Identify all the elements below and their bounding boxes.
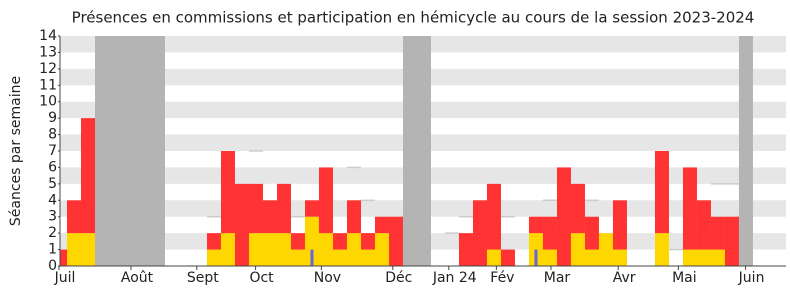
chart-title: Présences en commissions et participatio… xyxy=(72,9,755,27)
bar-segment xyxy=(486,249,501,266)
recess-week xyxy=(94,36,109,266)
y-tick-label: 2 xyxy=(48,225,57,241)
bar-segment xyxy=(696,200,711,250)
bar-segment xyxy=(318,167,333,234)
bar-segment xyxy=(486,183,501,250)
y-tick-label: 10 xyxy=(39,94,57,110)
y-axis-label: Séances par semaine xyxy=(8,76,24,226)
bar-segment xyxy=(682,249,697,266)
bar-segment xyxy=(584,216,599,250)
bar-segment xyxy=(710,216,725,250)
bar-segment xyxy=(388,216,403,266)
marker-bar xyxy=(310,249,314,266)
bar-segment xyxy=(80,118,95,234)
x-tick-label: Juin xyxy=(738,270,765,286)
y-tick-label: 1 xyxy=(48,242,57,258)
bar-segment xyxy=(696,249,711,266)
bar-segment xyxy=(234,183,249,266)
x-tick-label: Août xyxy=(121,270,154,286)
bar-segment xyxy=(332,249,347,266)
bar-segment xyxy=(60,249,67,266)
recess-week xyxy=(738,36,753,266)
bar-segment xyxy=(724,216,739,266)
bar-segment xyxy=(584,249,599,266)
bar-segment xyxy=(220,233,235,266)
bar-segment xyxy=(612,249,627,266)
y-tick-label: 3 xyxy=(48,209,57,225)
bar-segment xyxy=(206,249,221,266)
bar-segment xyxy=(472,200,487,266)
recess-week xyxy=(108,36,123,266)
y-tick-label: 9 xyxy=(48,110,57,126)
bar-segment xyxy=(248,233,263,266)
x-tick-label: Jan 24 xyxy=(432,270,477,286)
bar-segment xyxy=(276,183,291,234)
x-tick-label: Sept xyxy=(187,270,219,286)
bar-segment xyxy=(710,249,725,266)
bar-segment xyxy=(220,151,235,234)
bar-segment xyxy=(570,233,585,266)
bar-segment xyxy=(682,167,697,250)
bar-segment xyxy=(318,233,333,266)
bar-segment xyxy=(500,249,515,266)
x-tick-label: Fév xyxy=(490,270,514,286)
y-tick-label: 8 xyxy=(48,127,57,143)
recess-week xyxy=(150,36,165,266)
bar-segment xyxy=(248,183,263,234)
bar-segment xyxy=(528,216,543,234)
bar-segment xyxy=(290,249,305,266)
y-tick-label: 12 xyxy=(39,61,57,77)
x-tick-label: Juil xyxy=(54,270,76,286)
x-tick-label: Mar xyxy=(544,270,571,286)
x-tick-label: Nov xyxy=(314,270,341,286)
bar-segment xyxy=(556,167,571,266)
y-tick-label: 13 xyxy=(39,44,57,60)
bar-segment xyxy=(570,183,585,234)
bar-segment xyxy=(654,233,669,266)
recess-week xyxy=(136,36,151,266)
bar-segment xyxy=(66,233,81,266)
recess-week xyxy=(122,36,137,266)
bar-segment xyxy=(206,233,221,250)
bar-segment xyxy=(654,151,669,234)
y-tick-label: 5 xyxy=(48,176,57,192)
recess-week xyxy=(416,36,431,266)
bar-segment xyxy=(542,216,557,250)
bar-segment xyxy=(360,233,375,250)
x-tick-label: Avr xyxy=(613,270,636,286)
recess-week xyxy=(402,36,417,266)
y-tick-label: 7 xyxy=(48,143,57,159)
bar-segment xyxy=(276,233,291,266)
bar-segment xyxy=(458,233,473,266)
bar-segment xyxy=(346,233,361,266)
bar-segment xyxy=(360,249,375,266)
bar-segment xyxy=(374,233,389,266)
y-tick-label: 14 xyxy=(39,28,57,44)
y-tick-label: 11 xyxy=(39,77,57,93)
bar-segment xyxy=(262,200,277,234)
bar-segment xyxy=(262,233,277,266)
marker-bar xyxy=(534,249,538,266)
bar-segment xyxy=(80,233,95,266)
bar-segment xyxy=(374,216,389,234)
x-tick-label: Déc xyxy=(385,270,412,286)
bar-segment xyxy=(612,200,627,250)
x-tick-label: Oct xyxy=(249,270,274,286)
y-tick-label: 4 xyxy=(48,192,57,208)
x-tick-label: Mai xyxy=(672,270,697,286)
bar-segment xyxy=(332,233,347,250)
bar-segment xyxy=(290,233,305,250)
plot-area xyxy=(60,36,786,266)
y-tick-label: 6 xyxy=(48,159,57,175)
bar-segment xyxy=(304,200,319,217)
bar-segment xyxy=(598,233,613,266)
bar-segment xyxy=(542,249,557,266)
bar-segment xyxy=(66,200,81,234)
bar-segment xyxy=(304,216,319,266)
y-tick-label: 0 xyxy=(48,258,57,274)
bar-segment xyxy=(346,200,361,234)
